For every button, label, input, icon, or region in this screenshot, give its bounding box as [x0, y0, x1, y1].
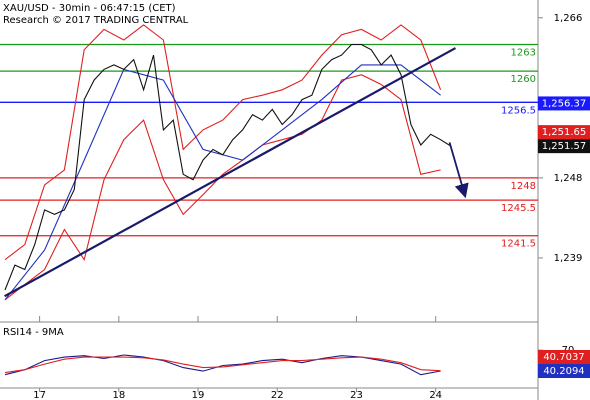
x-tick-label: 24	[429, 390, 442, 400]
y-tick-label: 1,266	[554, 13, 583, 24]
level-label: 1248	[511, 181, 536, 192]
price-label-box	[538, 96, 590, 111]
y-tick-label: 1,239	[554, 253, 583, 264]
x-tick-label: 23	[350, 390, 363, 400]
price-label-box	[538, 125, 590, 140]
price-label: 40.7037	[543, 352, 584, 363]
trend-line	[4, 47, 457, 298]
level-label: 1256.5	[501, 105, 536, 116]
series-line	[4, 74, 441, 301]
x-tick-label: 17	[33, 390, 46, 400]
series-line	[4, 356, 441, 374]
x-tick-label: 19	[192, 390, 205, 400]
level-label: 1245.5	[501, 203, 536, 214]
x-tick-label: 22	[271, 390, 284, 400]
chart-subtitle: Research © 2017 TRADING CENTRAL	[3, 15, 189, 26]
forecast-arrow	[448, 142, 469, 199]
rsi-title: RSI14 - 9MA	[3, 327, 64, 338]
price-label: 1,256.37	[542, 98, 587, 109]
level-label: 1260	[511, 74, 536, 85]
level-label: 1241.5	[501, 239, 536, 250]
chart-title: XAU/USD - 30min - 06:47:15 (CET)	[3, 3, 176, 14]
y-tick-label: 1,248	[554, 173, 583, 184]
price-label: 1,251.57	[542, 141, 587, 152]
price-label-box	[538, 139, 590, 154]
price-label: 1,251.65	[542, 127, 587, 138]
level-label: 1263	[511, 47, 536, 58]
price-label: 40.2094	[543, 366, 584, 377]
x-tick-label: 18	[112, 390, 125, 400]
series-line	[4, 24, 442, 261]
price-label-box	[538, 350, 590, 365]
price-label-box	[538, 364, 590, 379]
series-line	[4, 43, 451, 291]
